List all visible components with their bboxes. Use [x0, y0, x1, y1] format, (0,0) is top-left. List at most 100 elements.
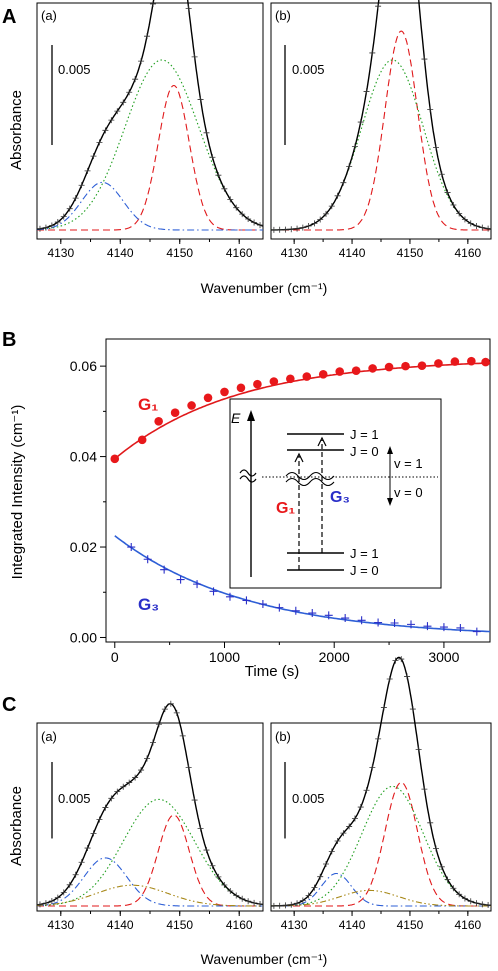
data-point-plus: [167, 700, 174, 707]
g1-data-point: [467, 356, 476, 366]
y-axis-label: Absorbance: [8, 90, 25, 170]
data-point-plus: [221, 185, 228, 192]
data-point-plus: [42, 224, 49, 231]
data-point-plus: [456, 891, 463, 898]
x-axis-label: Time (s): [245, 663, 299, 680]
blue-component-curve: [271, 872, 491, 907]
data-point-plus: [299, 224, 306, 231]
g1-data-point: [203, 393, 213, 403]
plot-area: 0 1000 2000 3000 0.00 0.02 0.04 0.06: [70, 356, 491, 665]
panel-a-a: 4130 4140 4150 4160 (a) 0.005 Absorbance: [8, 0, 264, 260]
g3-data-point: [308, 609, 317, 618]
data-point-plus: [191, 797, 198, 804]
data-point-plus: [421, 56, 428, 63]
x-tick-label: 4150: [397, 246, 424, 260]
data-point-plus: [421, 786, 428, 793]
data-point-plus: [369, 49, 376, 56]
data-point-plus: [90, 153, 97, 160]
data-point-plus: [479, 224, 486, 231]
data-point-plus: [108, 795, 115, 802]
data-point-plus: [334, 192, 341, 199]
data-point-plus: [203, 847, 210, 854]
data-point-plus: [54, 894, 61, 901]
g1-data-point: [110, 454, 120, 464]
data-point-plus: [380, 704, 387, 711]
g1-data-point: [253, 379, 262, 389]
data-point-plus: [467, 898, 474, 905]
x-tick-label: 4130: [47, 918, 74, 932]
data-point-plus: [282, 226, 289, 233]
level-break-symbol: [285, 471, 335, 487]
data-point-plus: [328, 848, 335, 855]
g3-data-point: [472, 627, 481, 636]
g3-data-point: [258, 600, 267, 609]
data-point-plus: [233, 892, 240, 899]
v1-label: v = 1: [394, 456, 423, 471]
g1-data-point: [137, 435, 147, 445]
green-component-curve: [270, 785, 492, 907]
data-point-plus: [155, 721, 162, 728]
g3-data-point: [291, 606, 300, 615]
inset-label-g1: G₁: [276, 500, 295, 517]
data-point-plus: [340, 830, 347, 837]
data-point-plus: [363, 88, 370, 95]
data-point-plus: [185, 764, 192, 771]
data-point-plus: [299, 897, 306, 904]
data-point-plus: [144, 33, 151, 40]
g1-data-point: [401, 361, 410, 371]
x-axis-label-a: Wavenumber (cm⁻¹): [201, 280, 328, 296]
data-point-plus: [270, 902, 277, 909]
g3-data-point: [160, 565, 169, 574]
y-axis-label: Absorbance: [8, 786, 25, 866]
data-point-plus: [346, 163, 353, 170]
data-point-plus: [185, 5, 192, 12]
g3-data-point: [324, 611, 333, 620]
data-point-plus: [305, 892, 312, 899]
panel-letter-c: C: [2, 694, 16, 716]
data-point-plus: [138, 767, 145, 774]
g1-data-point: [434, 359, 443, 368]
red-component-curve: [37, 84, 263, 231]
upper-j0-label: J = 0: [350, 444, 379, 459]
x-tick-label: 1000: [209, 649, 240, 665]
data-point-plus: [317, 873, 324, 880]
x-tick-label: 4130: [281, 918, 308, 932]
data-point-plus: [288, 901, 295, 908]
data-point-plus: [215, 873, 222, 880]
x-tick-label: 4140: [107, 918, 134, 932]
g1-data-point: [302, 372, 312, 381]
panel-c-a: 4130 4140 4150 4160 (a) 0.005 Absorbance: [8, 700, 264, 932]
total-fit-curve: [271, 656, 492, 907]
data-point-plus: [209, 154, 216, 161]
data-point-plus: [323, 860, 329, 867]
data-point-plus: [479, 901, 486, 908]
transition-g1-arrowhead: [294, 452, 304, 463]
data-point-plus: [84, 167, 91, 174]
g1-data-point: [481, 357, 490, 367]
g1-data-point: [187, 401, 196, 410]
data-point-plus: [54, 219, 61, 226]
data-point-plus: [438, 171, 445, 178]
panel-c-b: 4130 4140 4150 4160 (b) 0.005: [270, 656, 492, 932]
subpanel-label: (b): [275, 729, 291, 744]
data-point-plus: [438, 863, 445, 870]
red-component-curve: [271, 30, 491, 231]
x-tick-label: 4150: [166, 246, 193, 260]
plot-area: 4130 4140 4150 4160: [36, 0, 264, 260]
data-point-plus: [114, 108, 121, 115]
x-tick-label: 3000: [428, 649, 459, 665]
data-point-plus: [404, 673, 411, 680]
g1-data-point: [220, 387, 229, 397]
lower-j0-label: J = 0: [350, 563, 379, 578]
x-tick-label: 4140: [339, 918, 366, 932]
g1-data-point: [368, 364, 377, 373]
subpanel-label: (a): [41, 729, 57, 744]
data-point-plus: [415, 746, 422, 753]
x-tick-label: 0: [111, 649, 119, 665]
data-point-plus: [114, 788, 121, 795]
g1-data-point: [318, 369, 328, 379]
x-tick-label: 4160: [454, 246, 481, 260]
series-label-g3: G₃: [138, 595, 159, 614]
data-point-plus: [305, 222, 312, 229]
